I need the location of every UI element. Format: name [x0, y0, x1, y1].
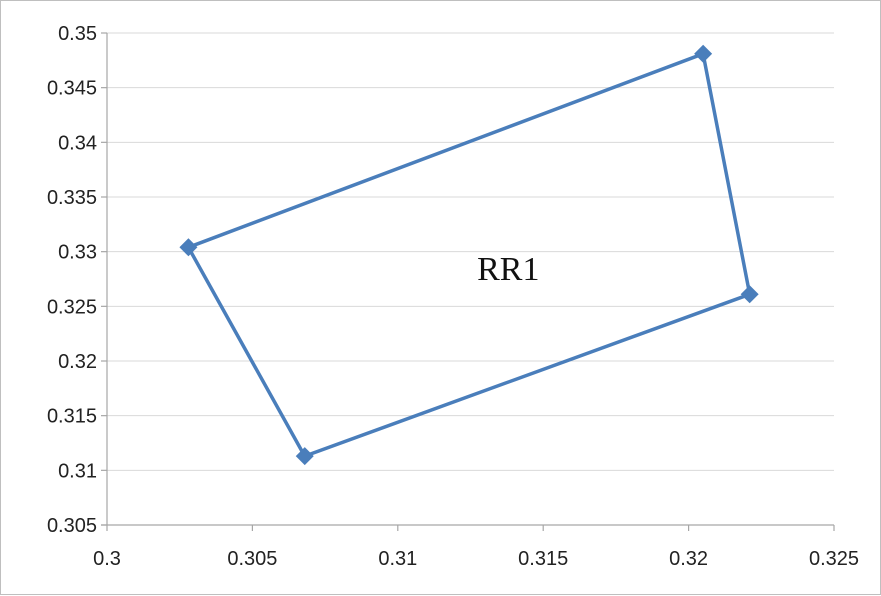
- y-tick-label: 0.32: [58, 351, 97, 373]
- y-tick-labels: 0.305 0.31 0.315 0.32 0.325 0.33 0.335 0.34 0.34…: [47, 23, 97, 537]
- annotations: RR1: [477, 251, 539, 288]
- x-tick-label: 0.325: [809, 548, 859, 570]
- data-point-marker: [740, 285, 759, 304]
- data-point-marker: [179, 238, 198, 257]
- x-tick-label: 0.31: [378, 548, 417, 570]
- y-tick-label: 0.35: [58, 23, 97, 45]
- y-tick-label: 0.33: [58, 242, 97, 264]
- data-point-marker: [295, 447, 314, 466]
- data-point-marker: [694, 44, 713, 63]
- x-tick-labels: 0.3 0.305 0.31 0.315 0.32 0.325: [93, 548, 859, 570]
- x-tick-label: 0.32: [669, 548, 708, 570]
- x-tick-label: 0.315: [518, 548, 568, 570]
- y-tick-label: 0.31: [58, 460, 97, 482]
- grid-lines: [101, 32, 835, 531]
- y-tick-label: 0.34: [58, 132, 97, 154]
- y-tick-label: 0.335: [47, 187, 97, 209]
- y-tick-label: 0.325: [47, 296, 97, 318]
- series-group: [179, 44, 759, 466]
- y-tick-label: 0.315: [47, 406, 97, 428]
- axes: [101, 33, 834, 526]
- y-tick-label: 0.305: [47, 515, 97, 537]
- x-tick-label: 0.305: [227, 548, 277, 570]
- annotation-label: RR1: [477, 251, 539, 288]
- y-tick-label: 0.345: [47, 78, 97, 100]
- series-line: [186, 52, 752, 458]
- x-tick-label: 0.3: [93, 548, 121, 570]
